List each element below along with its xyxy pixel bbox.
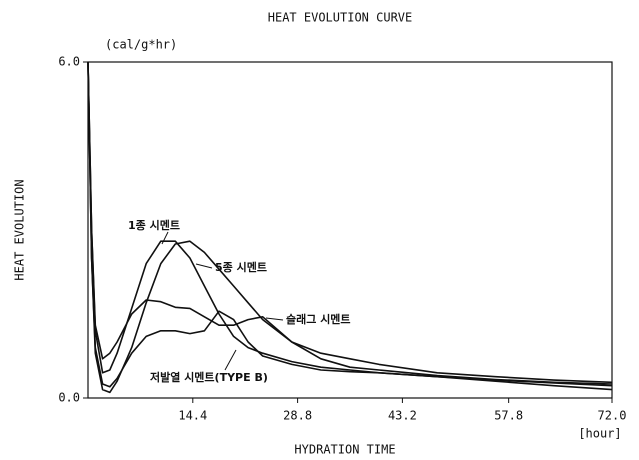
- annotation-arrow: [224, 349, 237, 371]
- annotation-arrow: [195, 263, 213, 269]
- x-tick-label: 43.2: [388, 409, 417, 423]
- y-unit: (cal/g*hr): [105, 38, 177, 52]
- series-line: [87, 61, 613, 391]
- series-label: 1종 시멘트: [128, 218, 180, 232]
- x-tick-label: 57.8: [494, 409, 523, 423]
- series-label: 저발열 시멘트(TYPE B): [150, 370, 268, 384]
- y-tick-label: 6.0: [58, 55, 80, 69]
- chart-title: HEAT EVOLUTION CURVE: [268, 11, 413, 25]
- x-tick-label: 14.4: [178, 409, 207, 423]
- x-axis-label: HYDRATION TIME: [294, 443, 395, 457]
- series-label: 5종 시멘트: [215, 260, 267, 274]
- series-line: [87, 61, 613, 394]
- x-unit: [hour]: [578, 427, 621, 441]
- x-tick-label: 28.8: [283, 409, 312, 423]
- y-axis-label: HEAT EVOLUTION: [13, 179, 27, 280]
- x-tick-label: 72.0: [598, 409, 627, 423]
- y-tick-label: 0.0: [58, 391, 80, 405]
- annotation-arrow: [161, 231, 169, 245]
- plot-frame: [87, 61, 613, 399]
- series-label: 슬래그 시멘트: [286, 312, 351, 326]
- annotation-arrow: [265, 317, 284, 321]
